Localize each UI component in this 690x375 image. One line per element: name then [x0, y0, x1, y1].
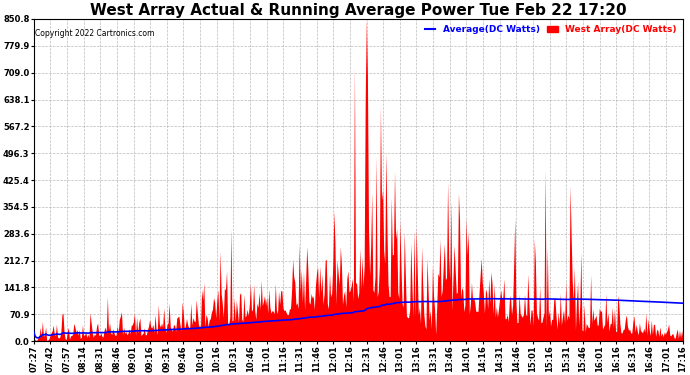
- Title: West Array Actual & Running Average Power Tue Feb 22 17:20: West Array Actual & Running Average Powe…: [90, 3, 627, 18]
- Legend: Average(DC Watts), West Array(DC Watts): Average(DC Watts), West Array(DC Watts): [423, 24, 678, 36]
- Text: Copyright 2022 Cartronics.com: Copyright 2022 Cartronics.com: [35, 28, 155, 38]
